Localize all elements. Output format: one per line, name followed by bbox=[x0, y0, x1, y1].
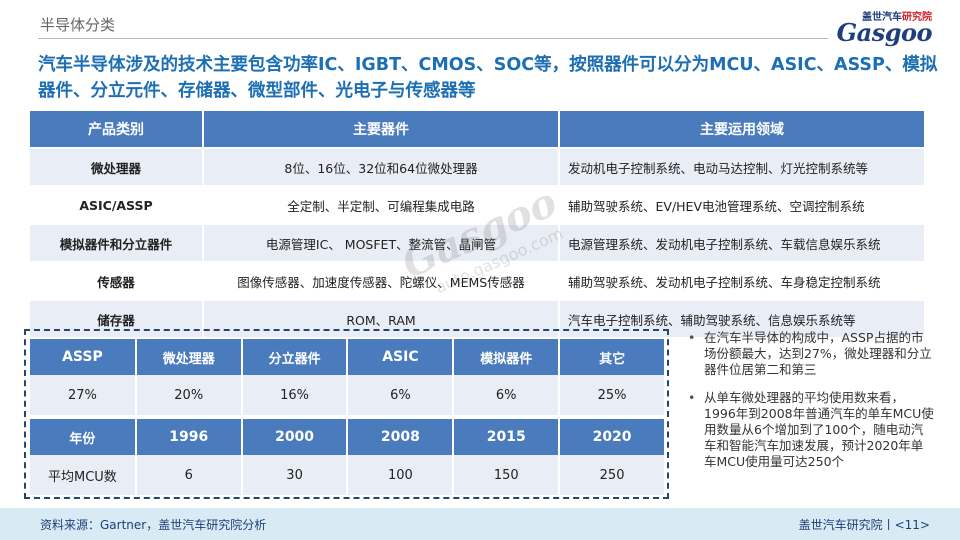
share-header-row: ASSP 微处理器 分立器件 ASIC 模拟器件 其它 bbox=[30, 339, 666, 375]
mcu-header-row: 年份 1996 2000 2008 2015 2020 bbox=[30, 419, 666, 455]
header-rule bbox=[38, 38, 828, 39]
header-product-category: 产品类别 bbox=[30, 111, 204, 148]
footer-page-number: 盖世汽车研究院丨<11> bbox=[798, 518, 930, 532]
share-header: 微处理器 bbox=[135, 339, 243, 375]
share-value: 25% bbox=[559, 375, 666, 415]
semiconductor-category-table: 产品类别 主要器件 主要运用领域 微处理器 8位、16位、32位和64位微处理器… bbox=[30, 111, 926, 337]
cell-category: 传感器 bbox=[30, 261, 204, 300]
cell-applications: 电源管理系统、发动机电子控制系统、车载信息娱乐系统 bbox=[559, 223, 926, 262]
mcu-value: 150 bbox=[453, 455, 561, 495]
mcu-header: 1996 bbox=[135, 419, 243, 455]
share-header: 模拟器件 bbox=[453, 339, 561, 375]
logo-caption-accent: 研究院 bbox=[902, 12, 932, 23]
share-header: 分立器件 bbox=[241, 339, 349, 375]
highlight-dashed-frame bbox=[24, 329, 669, 499]
cell-category: 模拟器件和分立器件 bbox=[30, 223, 204, 262]
header-main-devices: 主要器件 bbox=[203, 111, 560, 148]
mcu-value: 6 bbox=[135, 455, 243, 495]
logo-caption: 盖世汽车研究院 bbox=[862, 8, 932, 23]
headline: 汽车半导体涉及的技术主要包含功率IC、IGBT、CMOS、SOC等，按照器件可以… bbox=[38, 55, 938, 101]
section-label: 半导体分类 bbox=[40, 16, 116, 34]
bullet-item: 从单车微处理器的平均使用数来看，1996年到2008年普通汽车的单车MCU使用数… bbox=[686, 390, 934, 470]
mcu-header: 2020 bbox=[559, 419, 666, 455]
mcu-value: 250 bbox=[559, 455, 666, 495]
share-header: ASIC bbox=[347, 339, 455, 375]
cell-devices: 图像传感器、加速度传感器、陀螺仪、MEMS传感器 bbox=[203, 261, 560, 300]
share-value: 27% bbox=[30, 375, 137, 415]
table-row: 模拟器件和分立器件 电源管理IC、 MOSFET、整流管、晶闸管 电源管理系统、… bbox=[30, 223, 926, 262]
bullet-list: 在汽车半导体的构成中，ASSP占据的市场份额最大，达到27%，微处理器和分立器件… bbox=[686, 330, 934, 482]
cell-devices: 8位、16位、32位和64位微处理器 bbox=[203, 147, 560, 186]
share-value: 6% bbox=[453, 375, 561, 415]
mcu-header: 2000 bbox=[241, 419, 349, 455]
cell-category: ASIC/ASSP bbox=[30, 185, 204, 224]
table-header-row: 产品类别 主要器件 主要运用领域 bbox=[30, 111, 926, 148]
share-header: ASSP bbox=[30, 339, 137, 375]
cell-devices: 全定制、半定制、可编程集成电路 bbox=[203, 185, 560, 224]
table-row: 微处理器 8位、16位、32位和64位微处理器 发动机电子控制系统、电动马达控制… bbox=[30, 147, 926, 186]
mcu-value: 100 bbox=[347, 455, 455, 495]
gasgoo-logo: 盖世汽车研究院 Gasgoo bbox=[822, 8, 933, 47]
header-application-fields: 主要运用领域 bbox=[559, 111, 926, 148]
bullet-item: 在汽车半导体的构成中，ASSP占据的市场份额最大，达到27%，微处理器和分立器件… bbox=[686, 330, 934, 378]
mcu-value-row: 平均MCU数 6 30 100 150 250 bbox=[30, 455, 666, 495]
mcu-header: 年份 bbox=[30, 419, 137, 455]
footer-bar bbox=[0, 508, 960, 540]
mcu-header: 2008 bbox=[347, 419, 455, 455]
table-row: ASIC/ASSP 全定制、半定制、可编程集成电路 辅助驾驶系统、EV/HEV电… bbox=[30, 185, 926, 224]
share-value: 16% bbox=[241, 375, 349, 415]
share-value: 20% bbox=[135, 375, 243, 415]
table-spacer bbox=[30, 415, 666, 419]
share-header: 其它 bbox=[559, 339, 666, 375]
cell-applications: 发动机电子控制系统、电动马达控制、灯光控制系统等 bbox=[559, 147, 926, 186]
logo-wordmark: Gasgoo bbox=[836, 18, 933, 47]
table-row: 传感器 图像传感器、加速度传感器、陀螺仪、MEMS传感器 辅助驾驶系统、发动机电… bbox=[30, 261, 926, 300]
cell-applications: 辅助驾驶系统、EV/HEV电池管理系统、空调控制系统 bbox=[559, 185, 926, 224]
cell-applications: 辅助驾驶系统、发动机电子控制系统、车身稳定控制系统 bbox=[559, 261, 926, 300]
logo-caption-main: 盖世汽车 bbox=[862, 12, 902, 23]
mcu-row-label: 平均MCU数 bbox=[30, 455, 137, 495]
cell-devices: 电源管理IC、 MOSFET、整流管、晶闸管 bbox=[203, 223, 560, 262]
share-and-mcu-table: ASSP 微处理器 分立器件 ASIC 模拟器件 其它 27% 20% 16% … bbox=[30, 339, 666, 495]
mcu-value: 30 bbox=[241, 455, 349, 495]
footer-source: 资料来源：Gartner，盖世汽车研究院分析 bbox=[40, 518, 267, 532]
share-value-row: 27% 20% 16% 6% 6% 25% bbox=[30, 375, 666, 415]
cell-category: 微处理器 bbox=[30, 147, 204, 186]
mcu-header: 2015 bbox=[453, 419, 561, 455]
share-value: 6% bbox=[347, 375, 455, 415]
